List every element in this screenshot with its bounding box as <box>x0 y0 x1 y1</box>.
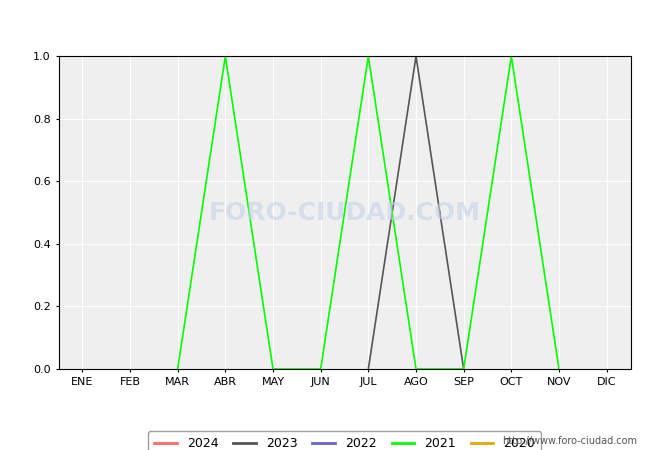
Text: http://www.foro-ciudad.com: http://www.foro-ciudad.com <box>502 436 637 446</box>
Legend: 2024, 2023, 2022, 2021, 2020: 2024, 2023, 2022, 2021, 2020 <box>148 431 541 450</box>
Text: Matriculaciones de Vehiculos en Navatejares: Matriculaciones de Vehiculos en Navateja… <box>140 14 510 33</box>
Text: FORO-CIUDAD.COM: FORO-CIUDAD.COM <box>209 201 480 225</box>
